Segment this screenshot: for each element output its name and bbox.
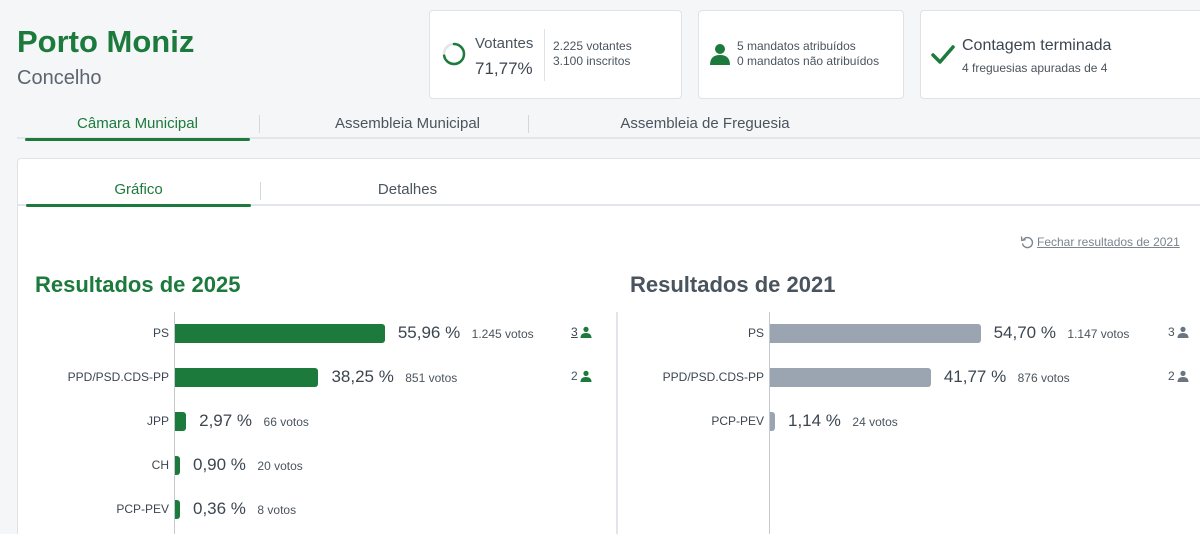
result-bar bbox=[770, 324, 981, 343]
chart-axis-2021 bbox=[769, 312, 770, 534]
mandates-count: 3 bbox=[1168, 325, 1175, 339]
card-divider bbox=[544, 29, 545, 81]
mandates-unassigned: 0 mandatos não atribuídos bbox=[737, 54, 880, 68]
undo-icon bbox=[1020, 236, 1034, 249]
result-votes: 1.245 votos bbox=[471, 327, 534, 341]
results-2021-title: Resultados de 2021 bbox=[630, 272, 836, 297]
tab-assembleia-municipal[interactable]: Assembleia Municipal bbox=[334, 115, 481, 132]
result-bar bbox=[175, 500, 180, 519]
tab-assembleia-freguesia[interactable]: Assembleia de Freguesia bbox=[620, 115, 790, 132]
mandates-count[interactable]: 3 bbox=[571, 325, 578, 339]
result-bar bbox=[175, 368, 319, 387]
result-percent: 0,90 % bbox=[193, 455, 246, 474]
results-2025-title: Resultados de 2025 bbox=[35, 272, 241, 297]
results-panel bbox=[17, 158, 1200, 534]
mandate-person-icon bbox=[580, 370, 592, 382]
result-percent: 2,97 % bbox=[199, 411, 253, 430]
result-percent: 38,25 % bbox=[331, 367, 394, 386]
party-label: PS bbox=[152, 326, 169, 340]
mandate-person-icon bbox=[1177, 370, 1189, 382]
result-bar bbox=[175, 456, 180, 475]
check-icon bbox=[931, 45, 955, 64]
tab-separator bbox=[528, 115, 529, 133]
party-label: CH bbox=[151, 458, 169, 472]
mandates-assigned: 5 mandatos atribuídos bbox=[737, 39, 856, 53]
close-results-label: Fechar resultados de 2021 bbox=[1037, 235, 1180, 249]
result-mandates: 2 bbox=[571, 369, 592, 383]
count-card: Contagem terminada 4 freguesias apuradas… bbox=[920, 10, 1200, 99]
result-votes: 20 votos bbox=[257, 459, 303, 473]
party-label: PPD/PSD.CDS-PP bbox=[662, 370, 764, 384]
count-detail: 4 freguesias apuradas de 4 bbox=[962, 61, 1108, 75]
result-mandates: 3 bbox=[1168, 325, 1189, 339]
mandates-count: 2 bbox=[571, 369, 578, 383]
registered-count: 3.100 inscritos bbox=[553, 54, 631, 68]
result-votes: 66 votos bbox=[263, 415, 309, 429]
turnout-card: Votantes 71,77% 2.225 votantes 3.100 ins… bbox=[429, 10, 682, 99]
subtab-divider bbox=[18, 204, 1200, 206]
subtab-active-indicator bbox=[26, 204, 251, 207]
results-divider bbox=[616, 312, 618, 534]
mandate-person-icon bbox=[580, 326, 592, 338]
count-status: Contagem terminada bbox=[962, 37, 1112, 54]
person-icon bbox=[710, 44, 730, 65]
mandates-card: 5 mandatos atribuídos 0 mandatos não atr… bbox=[698, 10, 904, 99]
result-bar bbox=[175, 412, 187, 431]
voters-count: 2.225 votantes bbox=[553, 39, 632, 53]
result-votes: 851 votos bbox=[405, 371, 458, 385]
result-percent: 1,14 % bbox=[788, 411, 841, 430]
subtab-grafico[interactable]: Gráfico bbox=[114, 181, 163, 198]
close-results-link[interactable]: Fechar resultados de 2021 bbox=[1020, 235, 1180, 249]
party-label: PPD/PSD.CDS-PP bbox=[67, 370, 169, 384]
subtab-detalhes[interactable]: Detalhes bbox=[377, 181, 438, 198]
result-bar bbox=[770, 368, 931, 387]
page-title: Porto Moniz bbox=[17, 24, 195, 59]
tabbar-divider bbox=[17, 137, 1200, 139]
result-bar bbox=[770, 412, 775, 431]
subtab-separator bbox=[260, 182, 261, 200]
result-bar bbox=[175, 324, 385, 343]
turnout-ring-icon bbox=[442, 42, 466, 66]
mandates-count: 2 bbox=[1168, 369, 1175, 383]
result-mandates: 2 bbox=[1168, 369, 1189, 383]
result-mandates[interactable]: 3 bbox=[571, 325, 592, 339]
turnout-label: Votantes bbox=[475, 35, 534, 52]
chart-axis-2025 bbox=[174, 312, 175, 534]
result-votes: 8 votos bbox=[257, 503, 297, 517]
mandate-person-icon bbox=[1177, 326, 1189, 338]
turnout-percent: 71,77% bbox=[475, 59, 533, 78]
result-votes: 24 votos bbox=[852, 415, 898, 429]
result-votes: 1.147 votos bbox=[1067, 327, 1130, 341]
party-label: PCP-PEV bbox=[711, 414, 764, 428]
tab-camara-municipal[interactable]: Câmara Municipal bbox=[77, 115, 198, 132]
result-percent: 54,70 % bbox=[993, 323, 1056, 342]
tab-separator bbox=[259, 115, 260, 133]
page-subtitle: Concelho bbox=[17, 67, 102, 89]
result-votes: 876 votos bbox=[1017, 371, 1070, 385]
result-percent: 55,96 % bbox=[397, 323, 461, 342]
result-percent: 41,77 % bbox=[943, 367, 1007, 386]
party-label: PCP-PEV bbox=[116, 502, 169, 516]
tab-active-indicator bbox=[25, 138, 250, 141]
party-label: PS bbox=[747, 326, 764, 340]
party-label: JPP bbox=[146, 414, 169, 428]
result-percent: 0,36 % bbox=[193, 499, 246, 518]
